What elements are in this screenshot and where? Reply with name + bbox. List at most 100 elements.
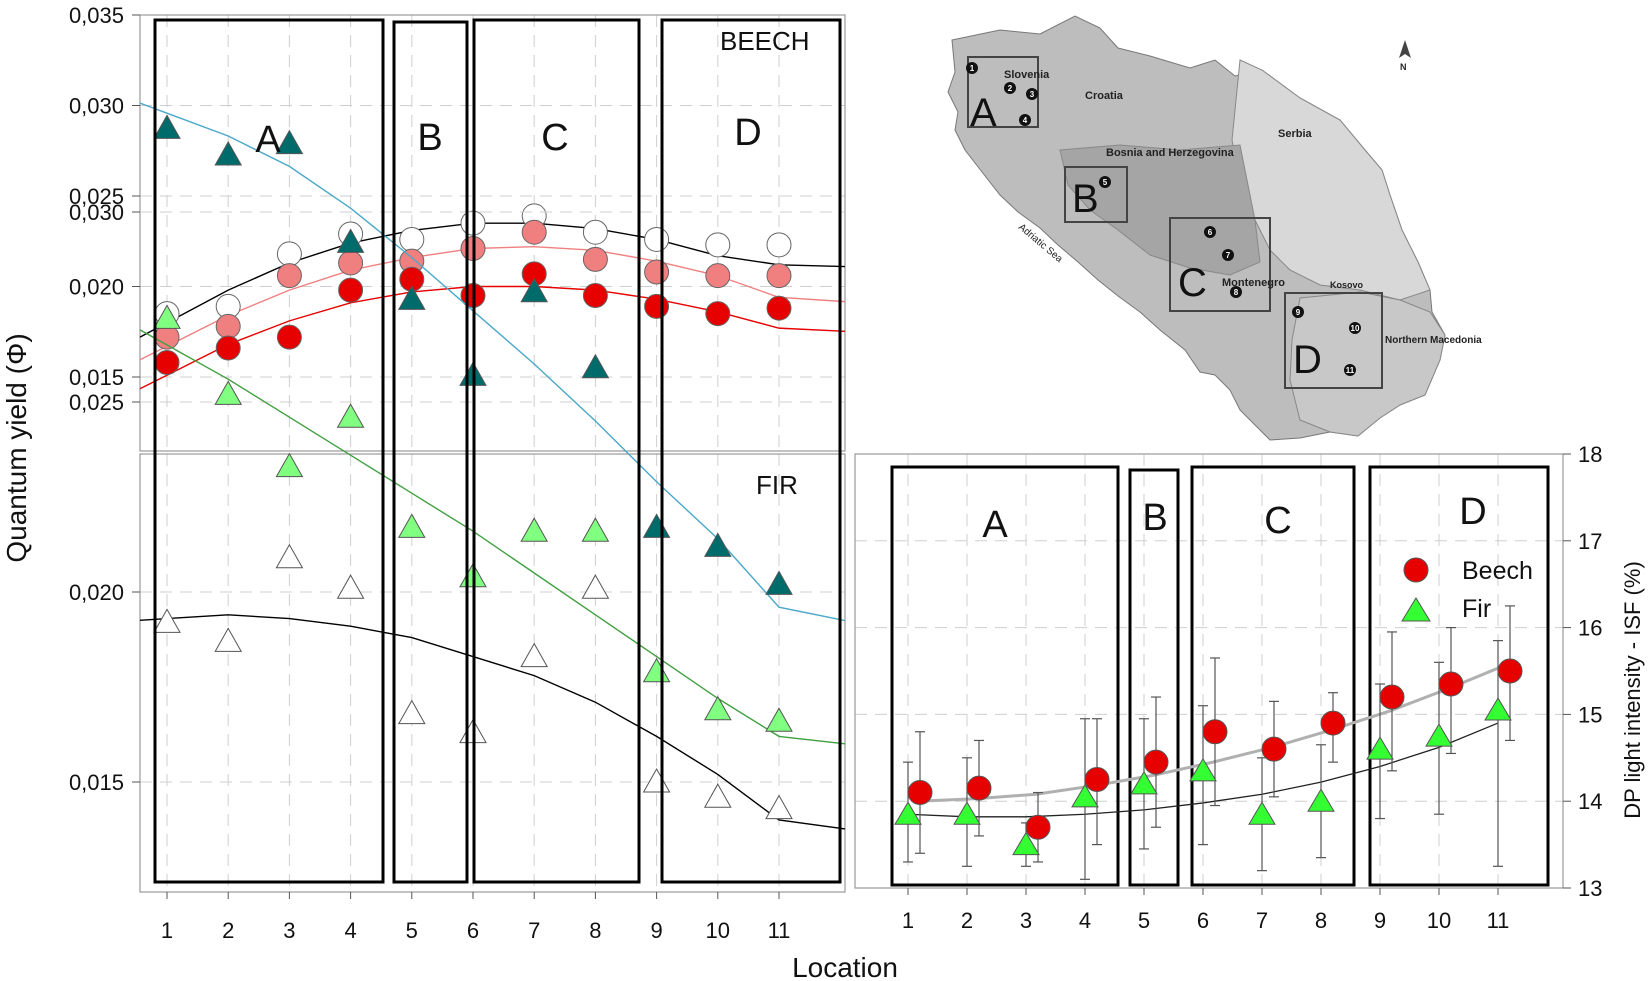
isf-x-tick-label-9: 9 — [1374, 908, 1386, 933]
isf-x-tick-label-4: 4 — [1079, 908, 1091, 933]
isf-beech-point-8 — [1320, 710, 1346, 736]
isf-x-tick-label-5: 5 — [1138, 908, 1150, 933]
isf-fir-point-11 — [1484, 697, 1512, 721]
map-site-label-5: 5 — [1103, 178, 1108, 187]
isf-x-tick-label-10: 10 — [1427, 908, 1451, 933]
beech-red-point-10 — [705, 301, 731, 327]
fir-lightgreen-point-1 — [153, 304, 181, 329]
region-box-a — [153, 18, 385, 884]
x-tick-label-8: 8 — [589, 918, 601, 943]
y-tick-label-3: 0,030 — [69, 200, 124, 225]
region-label-b: B — [417, 117, 442, 159]
beech-frame — [139, 14, 846, 452]
isf-region-label-b: B — [1142, 497, 1167, 539]
fir-lightgreen-point-2 — [214, 380, 243, 405]
legend-beech-marker — [1403, 557, 1429, 583]
fit-curve-fit-teal — [139, 102, 846, 622]
left-region-boxes: A B C D — [153, 18, 842, 884]
isf-x-tick-label-11: 11 — [1487, 908, 1510, 933]
x-tick-label-9: 9 — [650, 918, 662, 943]
y-tick-label-4: 0,035 — [69, 3, 124, 28]
isf-fir-point-9 — [1366, 736, 1394, 760]
fir-teal-point-3 — [275, 129, 304, 155]
beech-red-point-4 — [338, 277, 364, 303]
map-site-label-3: 3 — [1030, 90, 1035, 99]
fir-lightgreen-point-8 — [581, 517, 610, 542]
fir-y-axis: 0,015 0,020 0,025 0,030 — [69, 200, 140, 795]
fir-x-axis: 1 2 3 4 5 6 7 8 9 10 11 — [161, 892, 790, 943]
map-site-label-6: 6 — [1208, 228, 1213, 237]
map-bosnia-region — [1059, 144, 1261, 276]
isf-region-label-d: D — [1459, 491, 1486, 533]
isf-region-box-a — [890, 465, 1120, 887]
fit-curve-fit-green — [139, 329, 846, 745]
map-label-serbia: Serbia — [1278, 128, 1313, 140]
isf-beech-point-6 — [1202, 719, 1228, 745]
isf-frame — [854, 453, 1564, 889]
map-region-letter-d: D — [1293, 338, 1322, 382]
x-tick-label-10: 10 — [706, 918, 730, 943]
isf-y-tick-label-15: 15 — [1578, 702, 1602, 727]
beech-red-point-9 — [644, 293, 670, 319]
y-tick-label-2: 0,025 — [69, 390, 124, 415]
fir-open-point-3 — [275, 543, 304, 569]
x-tick-label-7: 7 — [528, 918, 540, 943]
beech-pink-point-11 — [766, 263, 792, 289]
fit-curve-fit-red — [139, 285, 846, 390]
map-site-marker-10 — [1349, 322, 1361, 334]
beech-open-point-10 — [705, 232, 731, 258]
beech-pink-point-10 — [705, 263, 731, 289]
x-tick-label-5: 5 — [406, 918, 418, 943]
isf-region-box-b — [1128, 468, 1180, 887]
isf-x-tick-label-3: 3 — [1020, 908, 1032, 933]
quantum-yield-axis-title: Quantum yield (Φ) — [1, 333, 32, 562]
map-site-marker-3 — [1026, 88, 1038, 100]
map-label-croatia: Croatia — [1085, 90, 1124, 102]
fir-teal-point-8 — [581, 353, 610, 379]
north-arrow-icon — [1399, 40, 1411, 58]
beech-pink-point-7 — [521, 219, 547, 245]
isf-beech-point-11 — [1497, 658, 1523, 684]
legend-beech-label: Beech — [1462, 557, 1533, 585]
map-site-label-8: 8 — [1234, 288, 1239, 297]
isf-beech-point-10 — [1438, 671, 1464, 697]
fit-curve-fit-open — [139, 222, 846, 338]
map-site-label-7: 7 — [1226, 251, 1231, 260]
isf-beech-point-9 — [1379, 684, 1405, 710]
beech-grid — [140, 14, 845, 451]
map-site-label-9: 9 — [1296, 308, 1301, 317]
map-label-slovenia: Slovenia — [1004, 69, 1050, 81]
legend-fir-label: Fir — [1462, 595, 1491, 623]
isf-fir-point-8 — [1307, 788, 1335, 812]
x-tick-label-4: 4 — [344, 918, 356, 943]
north-arrow: N — [1399, 40, 1411, 72]
map-site-marker-4 — [1019, 114, 1031, 126]
beech-fit-curves — [139, 222, 846, 390]
isf-x-tick-label-2: 2 — [961, 908, 973, 933]
fir-teal-point-4 — [336, 228, 365, 253]
map-region-letter-b: B — [1072, 177, 1099, 221]
region-box-d — [660, 18, 842, 884]
fir-open-point-9 — [642, 767, 671, 793]
x-tick-label-2: 2 — [222, 918, 234, 943]
x-tick-label-3: 3 — [283, 918, 295, 943]
isf-region-label-c: C — [1264, 500, 1291, 542]
y-tick-label-0: 0,015 — [69, 365, 124, 390]
fir-lightgreen-point-7 — [520, 517, 549, 542]
beech-pink-point-2 — [215, 313, 241, 339]
isf-fir-point-7 — [1248, 801, 1276, 825]
isf-y-tick-label-17: 17 — [1578, 529, 1602, 554]
map-region-letter-a: A — [970, 91, 997, 135]
isf-legend: Beech Fir — [1401, 557, 1533, 623]
map-site-marker-7 — [1222, 249, 1234, 261]
fir-lightgreen-point-11 — [765, 707, 793, 732]
fir-frame — [139, 453, 846, 893]
isf-beech-point-4 — [1084, 767, 1110, 792]
fir-open-point-7 — [520, 642, 549, 668]
region-box-b — [392, 20, 469, 884]
isf-y-tick-label-18: 18 — [1578, 442, 1602, 467]
fir-teal-point-7 — [520, 277, 549, 303]
isf-x-tick-label-1: 1 — [902, 908, 914, 933]
